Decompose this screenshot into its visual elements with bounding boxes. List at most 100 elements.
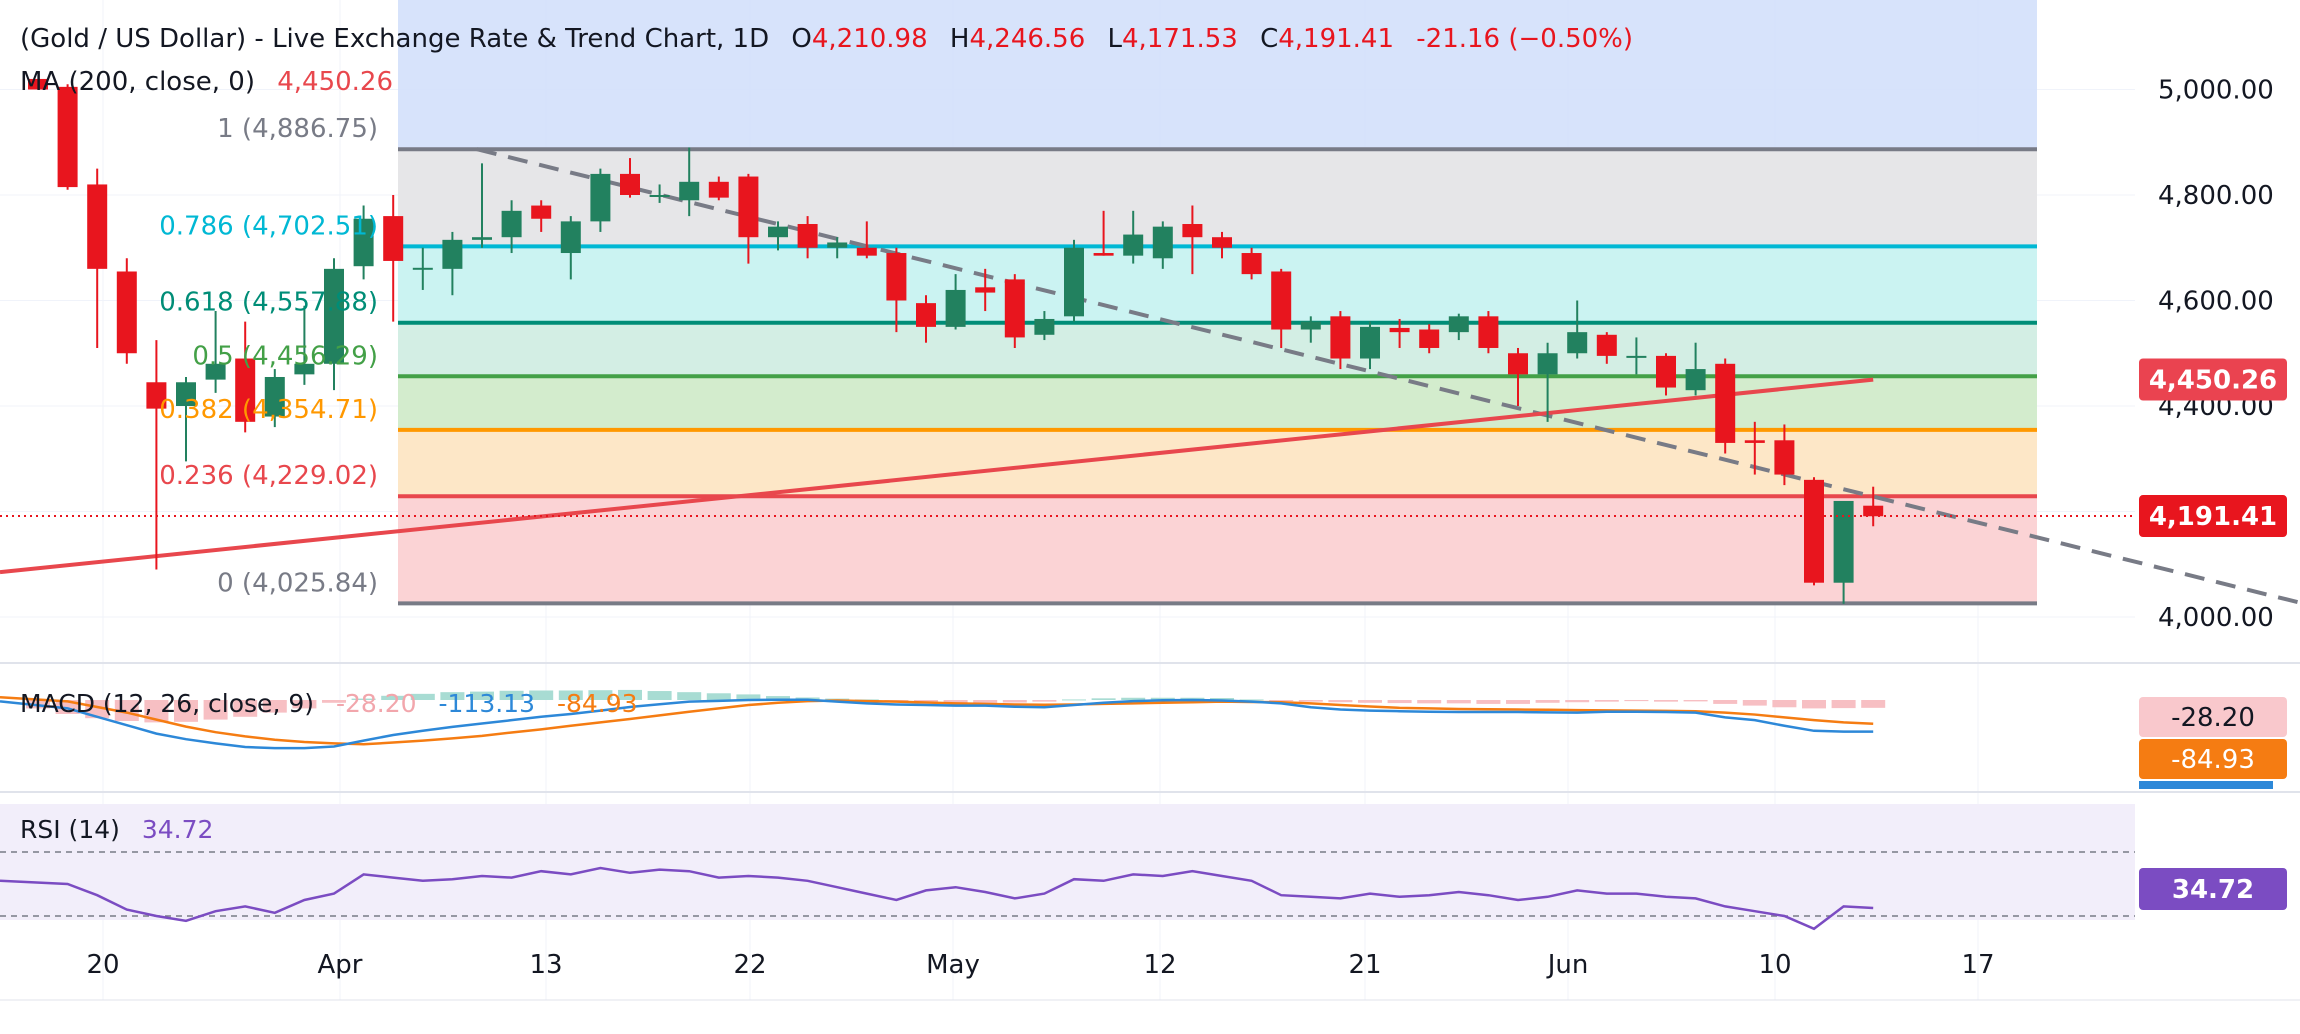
candle-body — [57, 86, 78, 188]
candle-05-14 — [1212, 231, 1232, 259]
candle-05-15 — [1241, 247, 1262, 280]
x-tick-2: 13 — [529, 950, 562, 980]
candle-04-16 — [649, 184, 670, 203]
macd-hist-bar — [1002, 700, 1027, 703]
candle-04-10 — [531, 200, 552, 232]
macd-hist-bar — [233, 700, 258, 717]
fib-label-6: 0 (4,025.84) — [217, 568, 378, 598]
macd-hist-bar — [262, 700, 287, 713]
candle-04-21 — [738, 173, 759, 264]
open-label: O — [791, 24, 811, 54]
candles[interactable] — [28, 78, 1884, 604]
candle-05-06 — [1064, 239, 1084, 322]
candle-06-10 — [1804, 477, 1824, 586]
candle-04-27 — [856, 221, 877, 259]
candle-05-11 — [1123, 210, 1144, 264]
x-tick-4: May — [926, 950, 980, 980]
macd-hist-bar — [1772, 700, 1797, 708]
fibonacci-labels: 1 (4,886.75) 0.786 (4,702.51) 0.618 (4,557… — [159, 114, 378, 598]
rsi-badge-text: 34.72 — [2172, 875, 2254, 905]
macd-hist-bar — [1565, 700, 1590, 703]
ma-price-badge-bg — [2139, 358, 2287, 401]
fib-zone-2 — [398, 322, 2037, 377]
candle-body — [1804, 479, 1824, 583]
macd-hist-bar — [1713, 700, 1738, 704]
macd-hist-bar — [1742, 700, 1767, 706]
candle-05-08 — [1093, 210, 1114, 256]
macd-hist-bar — [499, 690, 524, 700]
x-tick-9: 17 — [1961, 950, 1994, 980]
candle-body — [886, 253, 907, 301]
candle-04-15 — [620, 158, 640, 198]
macd-hist-bar — [1594, 700, 1619, 702]
ma-legend-label: MA (200, close, 0) — [20, 67, 255, 97]
candle-03-19 — [116, 258, 137, 364]
candle-04-20 — [708, 176, 729, 201]
close-label: C — [1260, 24, 1278, 54]
ma-line-layer — [0, 377, 1874, 575]
rsi-legend[interactable]: RSI (14) 34.72 — [20, 815, 213, 844]
candle-05-26 — [1448, 313, 1469, 341]
candle-06-03 — [1656, 353, 1676, 396]
macd-hist-bar — [322, 700, 346, 703]
candle-body — [827, 242, 848, 248]
macd-hist-bar — [85, 700, 110, 719]
candle-body — [324, 268, 344, 364]
macd-hist-bar — [1269, 700, 1294, 702]
candle-body — [1360, 326, 1380, 359]
macd-legend[interactable]: MACD (12, 26, close, 9) -28.20 -113.13 -… — [20, 689, 638, 718]
fib-label-1: 0.786 (4,702.51) — [159, 211, 378, 241]
candle-body — [1537, 353, 1558, 375]
macd-hist-badge-bg — [2139, 697, 2287, 737]
candle-body — [797, 224, 818, 248]
y-tick-3: 4,600.00 — [2158, 287, 2274, 317]
candle-body — [264, 376, 285, 417]
candle-body — [472, 237, 492, 240]
close-value: 4,191.41 — [1278, 24, 1394, 54]
candle-05-05 — [1034, 311, 1055, 341]
macd-hist-bar — [1831, 700, 1856, 709]
candle-body — [235, 358, 256, 422]
candle-body — [856, 247, 877, 256]
x-tick-7: Jun — [1546, 950, 1589, 980]
rsi-legend-value: 34.72 — [142, 815, 214, 844]
candle-body — [353, 218, 374, 267]
macd-signal-badge-bg — [2139, 739, 2287, 779]
candle-body — [531, 205, 552, 219]
candle-04-29 — [916, 295, 936, 343]
candle-body — [501, 210, 522, 238]
candle-04-13 — [560, 216, 581, 280]
candle-05-31 — [1567, 300, 1588, 359]
rsi-pane[interactable] — [0, 804, 2135, 931]
x-tick-1: Apr — [318, 950, 363, 980]
macd-hist-bar — [381, 695, 406, 700]
macd-hist-bar — [1032, 700, 1057, 702]
fib-zone-3 — [398, 376, 2037, 430]
macd-hist-bar — [1387, 700, 1412, 704]
candle-body — [28, 78, 48, 90]
candle-body — [1656, 355, 1676, 388]
ma-legend-value: 4,450.26 — [277, 67, 393, 97]
candle-body — [146, 382, 167, 409]
time-axis[interactable]: 20 Apr 13 22 May 12 21 Jun 10 17 — [86, 950, 1994, 980]
candle-05-01 — [975, 268, 996, 312]
fib-label-4: 0.382 (4,354.71) — [159, 395, 378, 425]
candle-body — [1152, 226, 1173, 259]
candle-06-08 — [1744, 421, 1765, 475]
candle-body — [1863, 505, 1884, 517]
candle-05-18 — [1271, 268, 1292, 348]
fibonacci-lines — [398, 147, 2037, 606]
x-tick-5: 12 — [1143, 950, 1176, 980]
candle-body — [442, 239, 463, 269]
candle-body — [1093, 253, 1114, 256]
candle-04-01 — [383, 195, 404, 322]
candle-06-05 — [1715, 358, 1736, 454]
macd-hist-bar — [1624, 700, 1649, 702]
high-label: H — [950, 24, 970, 54]
ma-legend[interactable]: MA (200, close, 0) 4,450.26 — [20, 67, 393, 97]
candle-03-23 — [176, 376, 196, 462]
candle-05-19 — [1300, 316, 1321, 343]
candle-05-22 — [1389, 318, 1410, 348]
macd-pane[interactable] — [0, 689, 1886, 750]
